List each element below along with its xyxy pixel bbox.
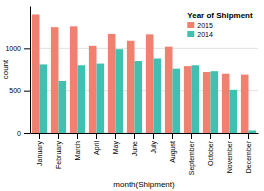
y-tick: 500 <box>9 87 30 94</box>
y-tick-label: 0 <box>17 130 21 137</box>
x-tick-mark <box>134 133 135 139</box>
bar <box>241 75 249 133</box>
y-tick-mark <box>24 48 30 49</box>
x-tick-label: March <box>74 141 81 161</box>
legend-swatch <box>187 22 194 28</box>
x-tick-mark <box>77 133 78 139</box>
x-tick: June <box>131 133 138 156</box>
bar <box>222 74 230 133</box>
bar <box>40 64 48 133</box>
x-tick: March <box>74 133 81 160</box>
bar <box>192 65 200 133</box>
bar <box>135 61 143 133</box>
legend-label: 2015 <box>197 22 213 29</box>
x-tick-mark <box>229 133 230 139</box>
legend-title: Year of Shipment <box>187 11 253 20</box>
x-tick-label: October <box>207 140 214 166</box>
y-tick: 0 <box>17 130 30 137</box>
bar <box>97 64 105 133</box>
x-tick-mark <box>96 133 97 139</box>
bar <box>173 69 181 133</box>
grid <box>30 48 258 133</box>
bar <box>32 14 40 133</box>
bar <box>146 34 154 133</box>
x-tick: September <box>188 133 196 175</box>
x-axis-line <box>31 133 259 134</box>
x-tick-label: January <box>36 141 44 166</box>
x-tick: May <box>112 133 120 154</box>
x-tick: November <box>226 133 233 173</box>
bar <box>78 65 86 133</box>
y-axis-title: count <box>1 59 10 79</box>
x-tick-mark <box>115 133 116 139</box>
bar <box>230 90 238 133</box>
x-tick-label: November <box>226 140 233 173</box>
x-tick: October <box>207 133 214 166</box>
x-tick-label: February <box>55 141 63 170</box>
x-tick-mark <box>58 133 59 139</box>
x-tick-label: August <box>169 141 177 163</box>
bar <box>154 58 162 133</box>
legend-background <box>184 8 256 41</box>
bar <box>211 71 219 133</box>
x-tick-mark <box>153 133 154 139</box>
x-tick-mark <box>248 133 249 139</box>
bar <box>127 41 135 133</box>
y-tick: 1000 <box>5 45 30 52</box>
x-tick-label: May <box>112 141 120 155</box>
x-tick: August <box>169 133 177 163</box>
y-tick-mark <box>24 91 30 92</box>
chart: 0 500 1000 January February March April May June… <box>0 0 264 191</box>
y-axis-line <box>30 7 31 134</box>
legend: Year of Shipment 2015 2014 <box>184 8 256 41</box>
x-tick-label: December <box>245 140 252 173</box>
bar-series <box>40 49 257 133</box>
x-tick: April <box>93 133 101 155</box>
bar <box>184 66 192 133</box>
grid-line <box>30 48 258 49</box>
x-tick-label: April <box>93 141 101 155</box>
x-tick: January <box>36 133 44 166</box>
bar <box>249 130 257 133</box>
x-tick-mark <box>172 133 173 139</box>
bar <box>89 46 97 133</box>
y-tick-label: 500 <box>9 87 21 94</box>
x-tick-mark <box>39 133 40 139</box>
bar <box>59 81 67 133</box>
y-tick-label: 1000 <box>5 45 21 52</box>
x-axis-title: month(Shipment) <box>113 180 175 189</box>
bar <box>70 26 78 133</box>
plot: 0 500 1000 January February March April May June… <box>1 7 259 190</box>
x-tick-label: June <box>131 141 138 156</box>
bar <box>203 72 211 133</box>
bar <box>165 47 173 133</box>
bar <box>51 27 59 133</box>
x-tick: February <box>55 133 63 169</box>
legend-swatch <box>187 31 194 37</box>
x-tick-label: July <box>150 141 158 154</box>
bar <box>108 34 116 133</box>
y-tick-mark <box>24 133 30 134</box>
bar <box>116 49 124 133</box>
legend-label: 2014 <box>197 31 213 38</box>
x-tick-label: September <box>188 140 196 175</box>
x-tick: July <box>150 133 158 153</box>
x-axis: January February March April May June July Augu… <box>31 133 259 175</box>
x-tick-mark <box>210 133 211 139</box>
x-tick-mark <box>191 133 192 139</box>
x-tick: December <box>245 133 252 173</box>
